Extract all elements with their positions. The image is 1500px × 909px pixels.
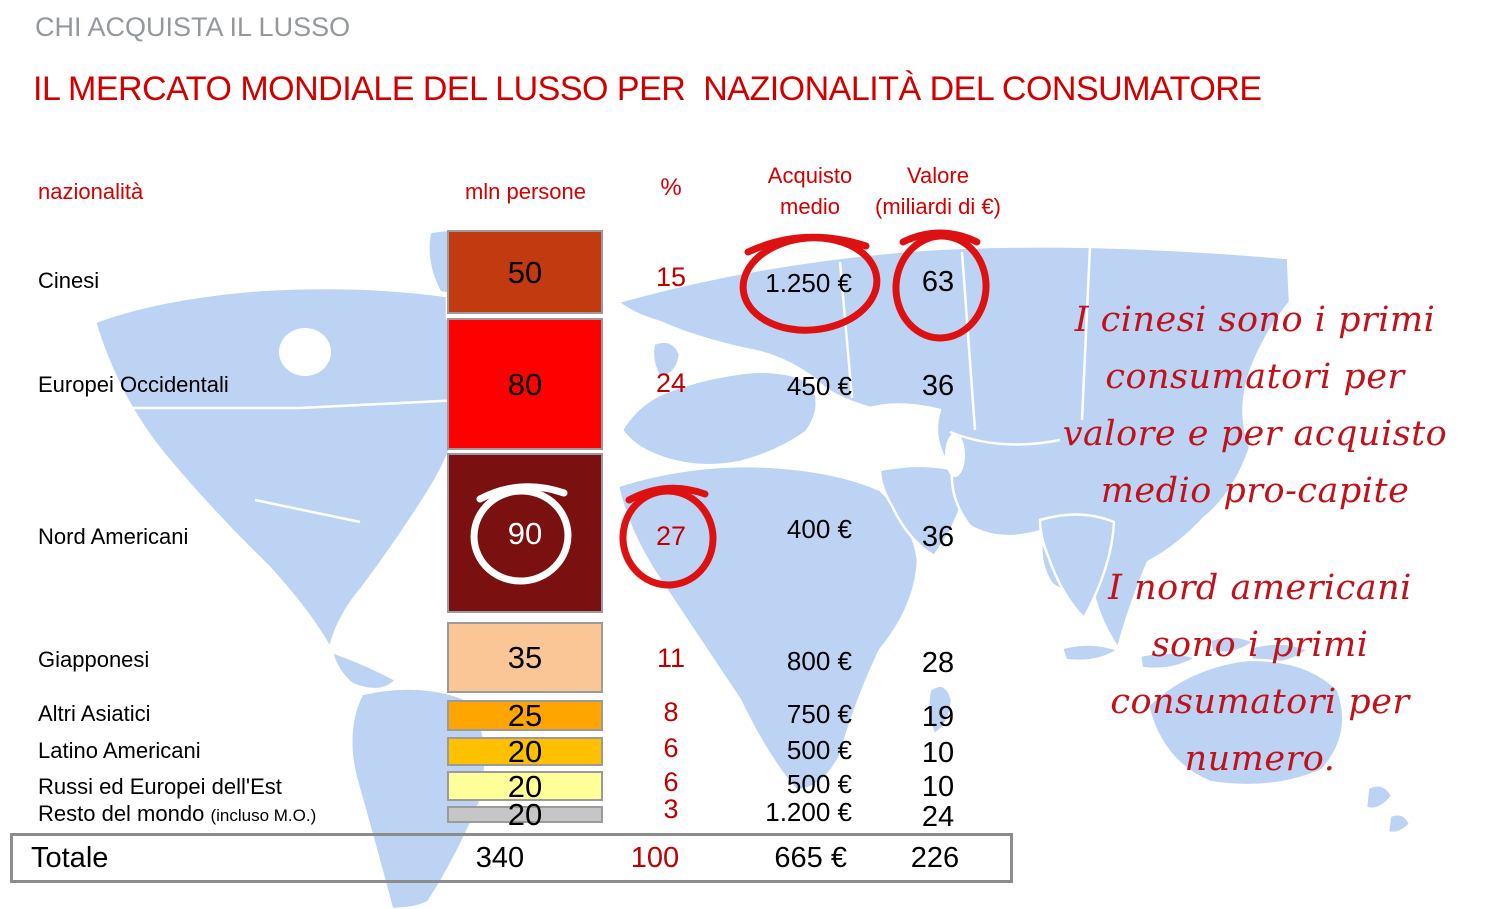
eyebrow-title: CHI ACQUISTA IL LUSSO [35,12,351,42]
map-australia [1146,658,1345,787]
bar-value-resto-del-mondo: 20 [507,797,543,832]
total-valore: 226 [910,842,960,874]
map-madagascar [926,684,954,736]
acquisto-medio-giapponesi: 800 € [786,646,852,676]
row-label-giapponesi: Giapponesi [38,647,150,672]
acquisto-medio-latino-americani: 500 € [786,735,852,765]
map-indonesia [1208,635,1256,655]
total-acquisto-medio: 665 € [774,842,847,874]
map-border-us-mexico [254,498,361,524]
bar-value-altri-asiatici: 25 [507,698,543,733]
column-header-percent: % [660,174,682,201]
acquisto-medio-altri-asiatici: 750 € [786,699,852,729]
row-label-nord-americani: Nord Americani [38,524,189,549]
column-header-acquisto-line1: Acquisto [767,163,853,188]
bar-altri-asiatici: 25 [447,700,603,731]
map-border-russia-3 [1080,245,1092,421]
acquisto-medio-cinesi: 1.250 € [765,268,852,298]
pct-resto-del-mondo: 3 [663,794,679,824]
total-percent: 100 [630,842,680,874]
map-central-america [330,650,398,691]
row-label-altri-asiatici: Altri Asiatici [38,701,151,726]
column-header-valore-line2: (miliardi di €) [875,194,1001,219]
map-border-central-asia [949,430,1061,446]
total-mln-persone: 340 [475,842,525,874]
column-header-acquisto-medio: Acquisto medio [730,160,890,222]
column-header-nazionalita: nazionalità [38,179,144,204]
bar-value-latino-americani: 20 [507,734,543,769]
bar-value-cinesi: 50 [507,254,543,290]
bar-europei-occidentali: 80 [447,318,603,450]
pct-altri-asiatici: 8 [663,697,679,727]
map-caspian-sea [945,433,965,477]
bar-value-russi-europei-est: 20 [507,768,543,804]
total-row: Totale 340 100 665 € 226 [10,833,1013,883]
map-india [1038,513,1116,620]
row-label-resto-main: Resto del mondo [38,801,205,826]
bar-resto-del-mondo: 20 [447,799,603,830]
pct-cinesi: 15 [655,262,687,292]
valore-resto-del-mondo: 24 [921,801,955,833]
acquisto-medio-europei-occidentali: 450 € [786,371,852,401]
map-indonesia [1060,643,1120,663]
bar-nord-americani: 90 [447,453,603,613]
annotation-nord-americani: I nord americani sono i primi consumator… [1108,568,1412,779]
column-header-valore-line1: Valore [907,163,969,188]
row-label-europei-occidentali: Europei Occidentali [38,372,229,397]
bar-value-europei-occidentali: 80 [507,366,543,402]
bar-latino-americani: 20 [447,734,603,769]
column-header-valore: Valore (miliardi di €) [845,160,1031,222]
map-uk [651,340,682,380]
bar-value-giapponesi: 35 [507,640,543,675]
acquisto-medio-russi-europei-est: 500 € [786,769,852,799]
valore-cinesi: 63 [921,266,955,298]
row-label-russi-europei-est: Russi ed Europei dell'Est [38,774,282,799]
pct-europei-occidentali: 24 [655,368,687,398]
bar-russi-europei-est: 20 [447,768,603,804]
map-europe [620,370,819,467]
map-arabia [878,464,970,558]
bar-giapponesi: 35 [447,622,603,693]
row-label-resto-del-mondo: Resto del mondo (incluso M.O.) [38,801,316,827]
bar-value-nord-americani: 90 [507,515,543,551]
pct-russi-europei-est: 6 [663,767,679,797]
column-header-mln-persone: mln persone [464,179,587,204]
map-new-zealand [1364,784,1394,810]
page-title: IL MERCATO MONDIALE DEL LUSSO PER NAZION… [33,70,1262,108]
valore-nord-americani: 36 [921,521,955,553]
map-border-us-canada [130,398,461,410]
bar-cinesi: 50 [447,230,603,314]
valore-giapponesi: 28 [921,647,955,679]
column-header-acquisto-line2: medio [780,194,840,219]
pct-latino-americani: 6 [663,733,679,763]
valore-latino-americani: 10 [921,737,955,769]
valore-europei-occidentali: 36 [921,370,955,402]
map-new-zealand [1386,813,1412,835]
row-label-resto-note: (incluso M.O.) [210,806,317,825]
valore-russi-europei-est: 10 [921,771,955,803]
map-hudson-bay [279,328,331,376]
total-label: Totale [31,842,109,874]
annotation-cinesi: I cinesi sono i primi consumatori per va… [1062,300,1448,511]
map-north-america [93,286,468,650]
row-label-latino-americani: Latino Americani [38,738,201,763]
acquisto-medio-resto-del-mondo: 1.200 € [765,797,852,827]
valore-altri-asiatici: 19 [921,701,955,733]
pct-giapponesi: 11 [656,643,686,673]
map-indonesia [1138,651,1198,671]
row-label-cinesi: Cinesi [38,268,100,293]
acquisto-medio-nord-americani: 400 € [786,514,852,544]
